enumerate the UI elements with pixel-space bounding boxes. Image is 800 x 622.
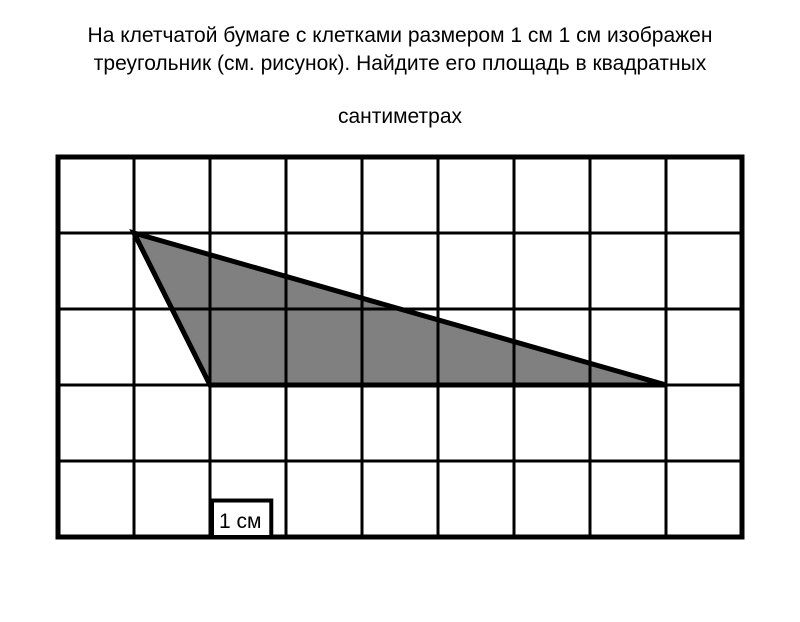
grid-figure: 1 см: [55, 153, 745, 541]
unit-label-text: 1 см: [219, 510, 261, 533]
problem-line-1: На клетчатой бумаге с клетками размером …: [88, 24, 713, 47]
figure-container: 1 см: [55, 153, 745, 541]
problem-statement: На клетчатой бумаге с клетками размером …: [40, 22, 760, 131]
problem-line-2: треугольник (см. рисунок). Найдите его п…: [94, 52, 706, 75]
problem-line-3: сантиметрах: [338, 105, 462, 128]
